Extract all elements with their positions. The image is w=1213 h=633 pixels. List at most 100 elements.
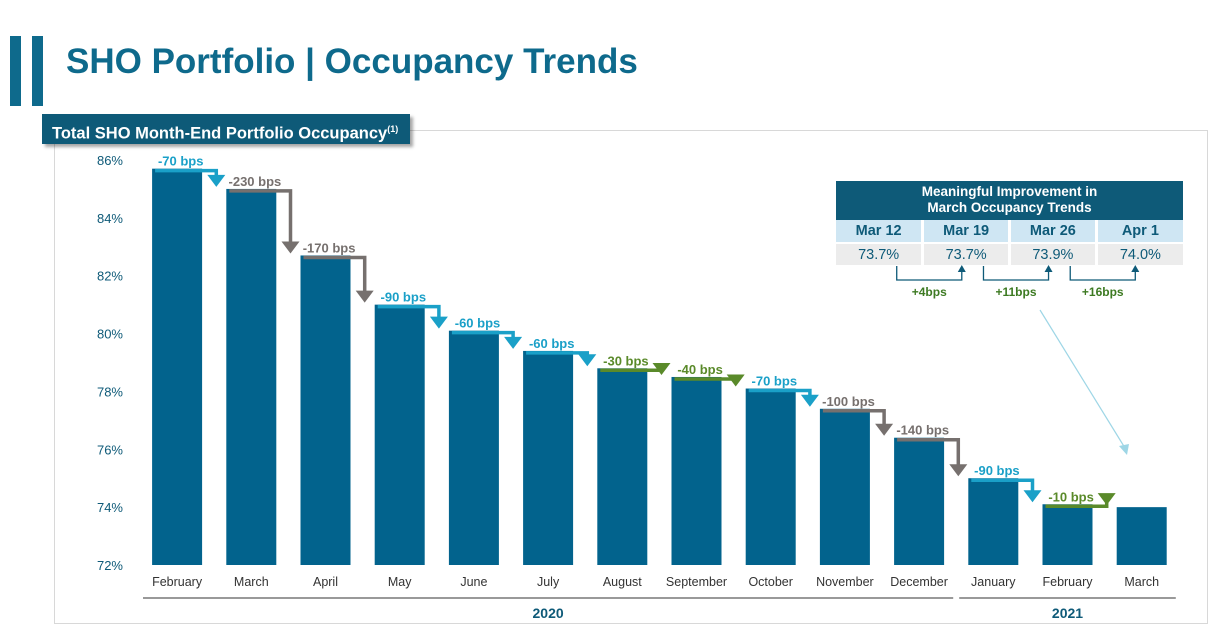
- bar: [152, 168, 203, 565]
- y-tick-label: 82%: [97, 269, 123, 284]
- x-tick-label: March: [1124, 575, 1159, 589]
- change-arrow-shaft: [377, 304, 441, 319]
- change-arrow-head: [949, 464, 968, 477]
- x-tick-label: November: [816, 575, 874, 589]
- chart-frame: [54, 130, 1208, 624]
- change-arrow-shaft: [451, 330, 515, 339]
- inset-col-header: Mar 12: [836, 220, 925, 243]
- change-arrow-shaft: [971, 478, 1035, 493]
- x-tick-label: August: [603, 575, 642, 589]
- bar: [226, 188, 277, 565]
- change-arrow-head: [429, 316, 448, 329]
- inset-title: Meaningful Improvement in March Occupanc…: [836, 181, 1183, 220]
- year-label: 2020: [533, 605, 564, 621]
- bar: [1116, 507, 1167, 565]
- y-tick-label: 78%: [97, 384, 123, 399]
- improvement-label: +4bps: [912, 285, 947, 299]
- inset-col-header: Apr 1: [1096, 220, 1183, 243]
- inset-title-line1: Meaningful Improvement in: [921, 184, 1098, 199]
- page-title: SHO Portfolio | Occupancy Trends: [66, 42, 638, 81]
- change-label: -170 bps: [303, 240, 356, 255]
- chart-subtitle-text: Total SHO Month-End Portfolio Occupancy: [52, 124, 388, 143]
- x-tick-label: September: [666, 575, 727, 589]
- improvement-arrow-head: [1044, 265, 1053, 272]
- x-tick-label: February: [152, 575, 203, 589]
- bar: [374, 304, 425, 565]
- footnote-marker: (1): [387, 124, 399, 134]
- change-label: -100 bps: [822, 394, 875, 409]
- inset-value: 73.7%: [922, 242, 1011, 265]
- y-tick-label: 86%: [97, 153, 123, 168]
- x-tick-label: February: [1042, 575, 1093, 589]
- change-arrow-head: [578, 354, 597, 367]
- change-arrow-shaft: [748, 388, 812, 397]
- change-arrow-head: [355, 290, 374, 303]
- bar: [1042, 504, 1093, 565]
- change-arrow-head: [652, 362, 671, 375]
- x-tick-label: April: [313, 575, 338, 589]
- inset-col-header: Mar 26: [1009, 220, 1098, 243]
- y-tick-label: 80%: [97, 327, 123, 342]
- x-tick-label: March: [234, 575, 269, 589]
- change-arrow-head: [1097, 493, 1116, 506]
- change-label: -10 bps: [1048, 489, 1094, 504]
- inset-panel: Meaningful Improvement in March Occupanc…: [836, 181, 1183, 265]
- change-arrow-head: [281, 241, 300, 254]
- inset-title-line2: March Occupancy Trends: [927, 200, 1092, 215]
- change-label: -70 bps: [752, 374, 798, 389]
- bar: [968, 478, 1019, 565]
- y-tick-label: 76%: [97, 442, 123, 457]
- change-arrow-shaft: [822, 409, 886, 426]
- change-arrow-shaft: [303, 255, 367, 293]
- change-arrow-shaft: [155, 168, 219, 177]
- connector-line: [1039, 309, 1126, 449]
- bar: [745, 388, 796, 565]
- inset-value-row: 73.7% 73.7% 73.9% 74.0%: [836, 242, 1183, 265]
- improvement-bracket: [1069, 266, 1136, 281]
- inset-value: 73.9%: [1009, 242, 1098, 265]
- y-tick-label: 84%: [97, 211, 123, 226]
- y-tick-label: 72%: [97, 558, 123, 573]
- x-tick-label: July: [537, 575, 560, 589]
- change-arrow-head: [875, 423, 894, 436]
- change-label: -90 bps: [974, 463, 1020, 478]
- change-arrow-head: [1023, 490, 1042, 503]
- inset-table: Mar 12 Mar 19 Mar 26 Apr 1 73.7% 73.7% 7…: [836, 220, 1183, 265]
- year-label: 2021: [1052, 605, 1083, 621]
- change-label: -70 bps: [158, 154, 204, 169]
- accent-bar-right: [32, 36, 43, 106]
- x-tick-label: October: [748, 575, 792, 589]
- x-tick-label: December: [890, 575, 948, 589]
- change-arrow-head: [207, 174, 226, 187]
- chart-subtitle: Total SHO Month-End Portfolio Occupancy(…: [42, 114, 411, 144]
- change-arrow-head: [726, 374, 745, 387]
- x-tick-label: May: [388, 575, 412, 589]
- improvement-arrow-head: [957, 265, 966, 272]
- bar: [597, 368, 648, 565]
- y-tick-label: 74%: [97, 500, 123, 515]
- bar: [819, 408, 870, 565]
- improvement-label: +16bps: [1082, 285, 1124, 299]
- inset-value: 74.0%: [1096, 242, 1183, 265]
- change-arrow-head: [504, 336, 523, 349]
- change-label: -40 bps: [677, 362, 723, 377]
- improvement-bracket: [896, 266, 963, 281]
- x-tick-label: January: [971, 575, 1016, 589]
- connector-arrow-head: [1119, 444, 1129, 455]
- inset-value: 73.7%: [836, 242, 925, 265]
- change-arrow-shaft: [897, 437, 961, 467]
- improvement-arrow-head: [1131, 265, 1140, 272]
- bar: [671, 376, 722, 565]
- change-label: -90 bps: [381, 290, 427, 305]
- change-arrow-shaft: [229, 189, 293, 244]
- inset-col-header: Mar 19: [922, 220, 1011, 243]
- change-label: -230 bps: [229, 174, 282, 189]
- change-arrow-head: [800, 394, 819, 407]
- improvement-label: +11bps: [995, 285, 1036, 299]
- improvement-bracket: [982, 266, 1050, 281]
- change-label: -60 bps: [455, 316, 501, 331]
- bar: [523, 350, 574, 565]
- bar: [300, 255, 351, 565]
- change-label: -140 bps: [896, 423, 949, 438]
